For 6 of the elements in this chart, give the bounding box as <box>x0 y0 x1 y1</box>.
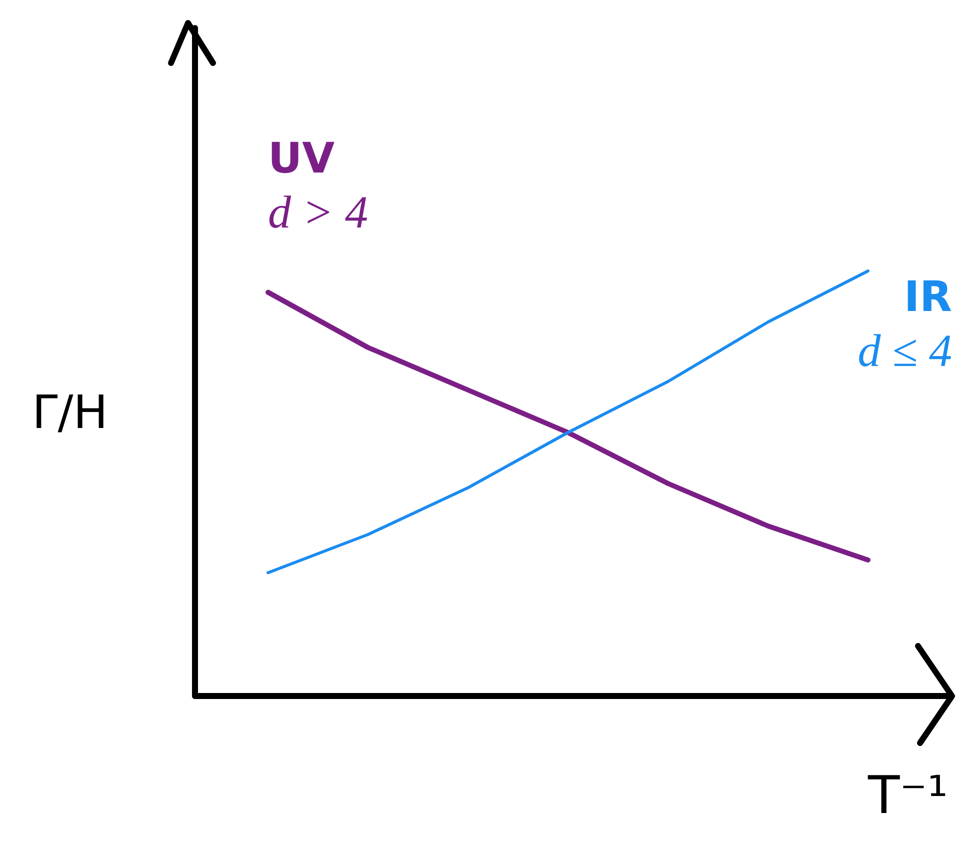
text: d > 4 <box>268 186 368 238</box>
series-label: IR <box>904 272 952 321</box>
x-axis-title: T⁻¹ <box>866 766 948 826</box>
text: UV <box>268 133 336 182</box>
annotation: d ≤ 4 <box>858 325 952 376</box>
y-axis-title: Γ/H <box>32 385 108 439</box>
